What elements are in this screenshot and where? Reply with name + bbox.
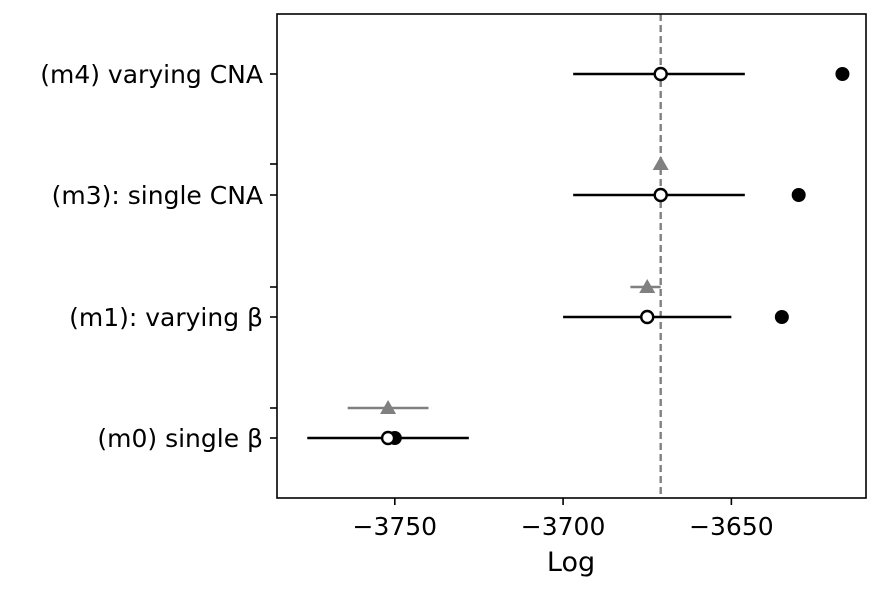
y-tick-label-3: (m4) varying CNA <box>40 60 263 89</box>
point-filled-3 <box>835 67 850 81</box>
chart-axes: −3750 −3700 −3650 (m0) single β (m1): varyin… <box>40 60 773 541</box>
point-open-3 <box>653 66 668 82</box>
plot-frame <box>276 13 867 499</box>
point-triangle-2 <box>652 156 669 170</box>
point-triangle-0 <box>380 400 397 414</box>
x-tick-label-1: −3700 <box>521 512 606 541</box>
point-open-2 <box>653 187 668 203</box>
point-triangle-1 <box>639 279 656 293</box>
point-open-1 <box>640 309 655 325</box>
y-tick-label-2: (m3): single CNA <box>52 181 263 210</box>
x-axis-title: Log <box>547 547 595 578</box>
point-open-0 <box>380 430 396 446</box>
y-tick-label-0: (m0) single β <box>97 424 263 453</box>
y-tick-label-1: (m1): varying β <box>69 303 263 332</box>
point-filled-2 <box>791 188 806 202</box>
point-filled-1 <box>774 310 789 324</box>
x-tick-label-2: −3650 <box>689 512 774 541</box>
chart-marks <box>307 14 850 498</box>
x-tick-label-0: −3750 <box>353 512 438 541</box>
